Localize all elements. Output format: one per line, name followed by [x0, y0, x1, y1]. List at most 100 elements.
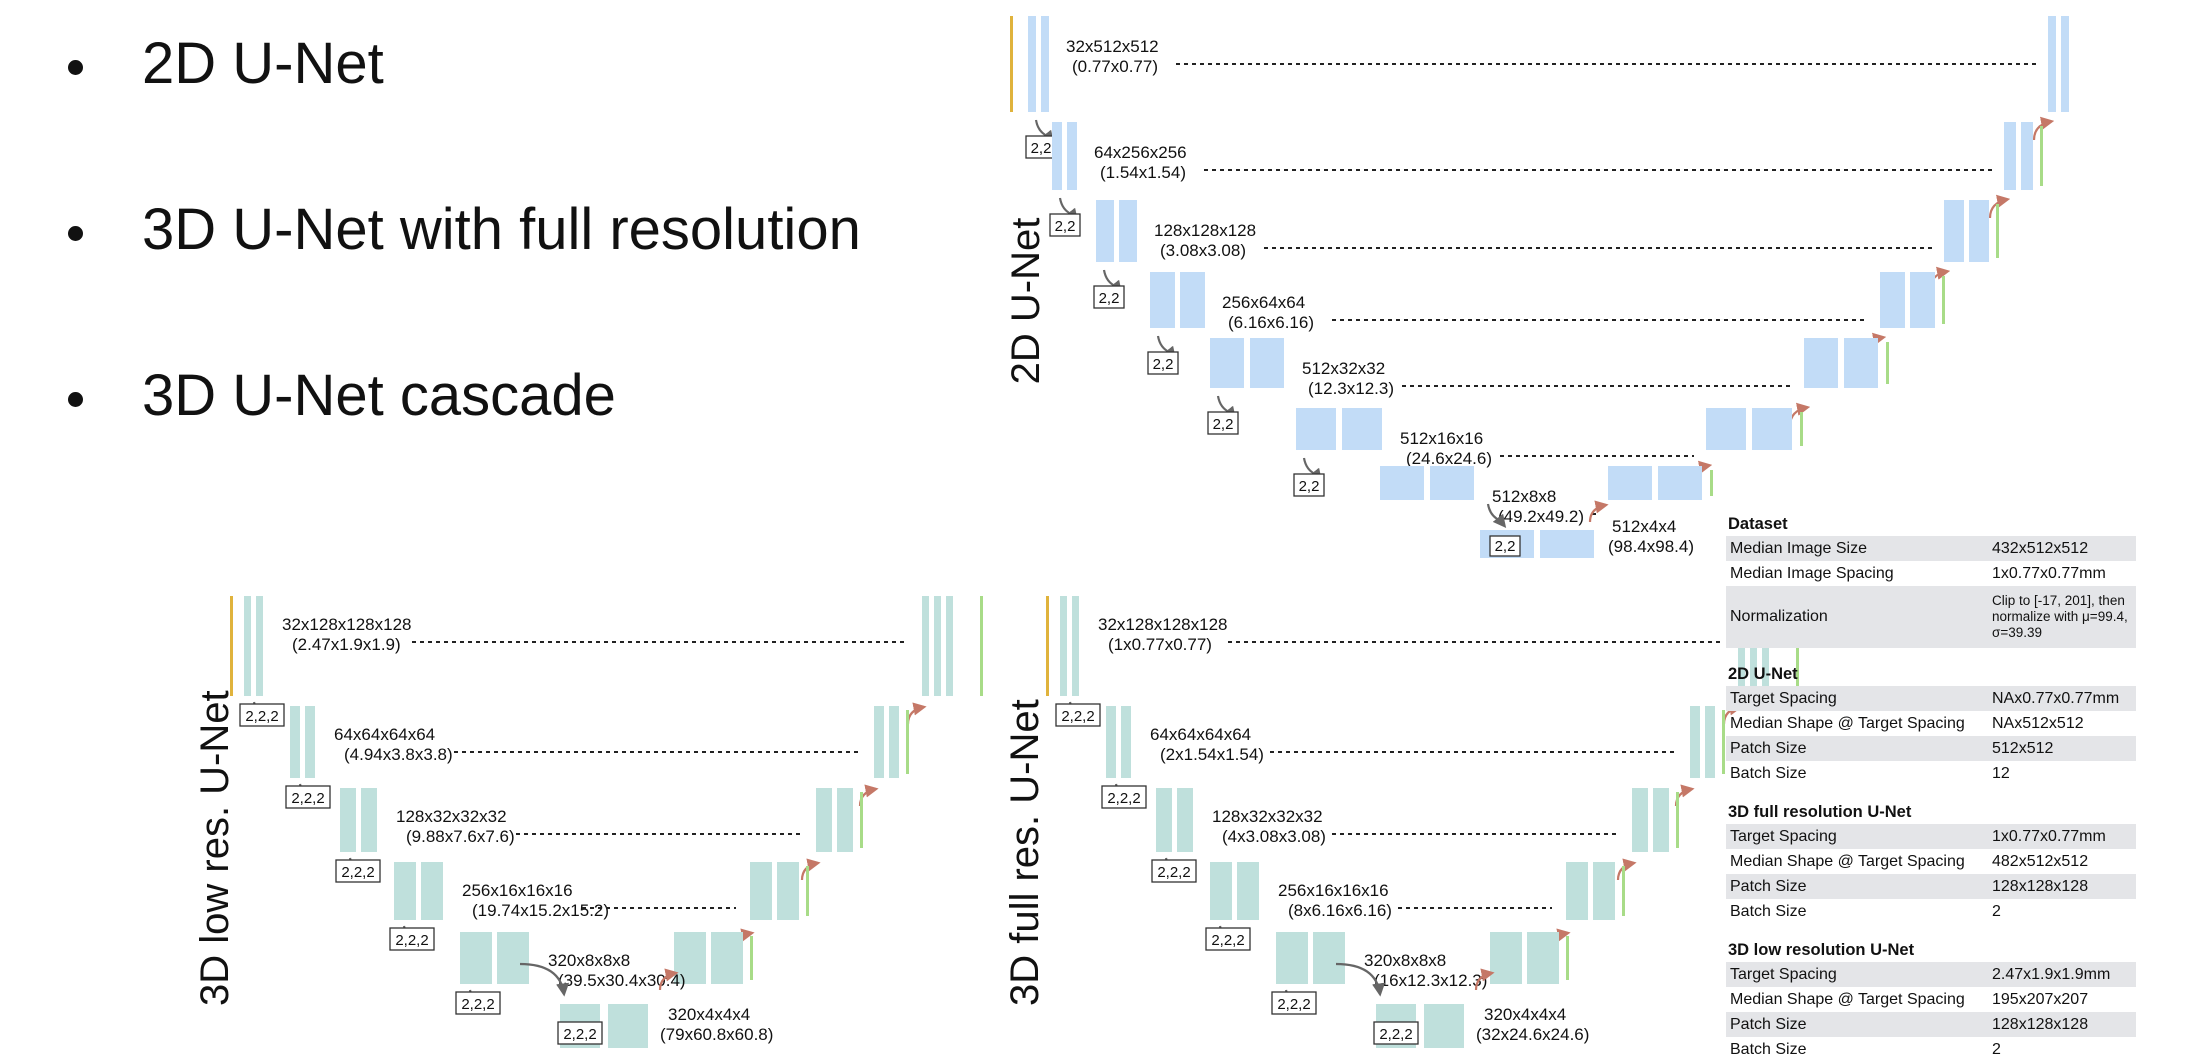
pool-box — [1049, 213, 1081, 237]
pool-label: 2,2,2 — [291, 790, 324, 807]
level-size-label: 512x16x16 — [1400, 429, 1483, 448]
level-size-label: 64x64x64x64 — [334, 725, 435, 744]
table-row: Median Shape @ Target Spacing 482x512x512 — [1726, 849, 2136, 874]
row-key: Patch Size — [1730, 740, 1807, 757]
level-size-label: 320x4x4x4 — [668, 1005, 750, 1024]
pool-box — [389, 927, 435, 951]
up-arrow — [1474, 968, 1495, 991]
pool-label: 2,2,2 — [395, 932, 428, 949]
output-stripe — [750, 936, 753, 980]
output-stripe — [1710, 470, 1713, 496]
output-stripe — [1996, 204, 1999, 258]
level-spacing-label: (98.4x98.4) — [1608, 537, 1694, 556]
output-stripe — [1566, 936, 1569, 980]
level-size-label: 320x8x8x8 — [548, 951, 630, 970]
table-title: Dataset — [1728, 515, 1788, 533]
feature-block — [2061, 16, 2069, 112]
pool-box — [1271, 991, 1317, 1015]
pool-box — [1373, 1021, 1419, 1045]
feature-block — [1121, 706, 1131, 778]
bullet-dot — [68, 226, 83, 241]
row-key: Median Image Size — [1730, 540, 1867, 557]
level-spacing-label: (32x24.6x24.6) — [1476, 1025, 1589, 1044]
pool-label: 2,2 — [1031, 140, 1052, 157]
table-row: Median Image Size 432x512x512 — [1726, 536, 2136, 561]
pool-box — [1207, 411, 1239, 435]
table-title: 3D low resolution U-Net — [1728, 941, 1915, 959]
pool-label: 2,2,2 — [1379, 1026, 1412, 1043]
pool-label: 2,2,2 — [1211, 932, 1244, 949]
output-bar — [980, 596, 983, 696]
down-arrow — [519, 962, 570, 997]
level-size-label: 256x16x16x16 — [1278, 881, 1389, 900]
down-arrow — [1486, 503, 1507, 529]
level-size-label: 32x128x128x128 — [282, 615, 412, 634]
feature-block — [874, 706, 884, 778]
table-row: Patch Size 512x512 — [1726, 736, 2136, 761]
feature-block — [777, 862, 799, 920]
feature-block — [1342, 408, 1382, 450]
table-row: Batch Size 2 — [1726, 899, 2136, 924]
feature-block — [1566, 862, 1588, 920]
output-stripe — [1622, 866, 1625, 916]
row-key: Patch Size — [1730, 1016, 1807, 1033]
bullet-text: 2D U-Net — [142, 31, 384, 96]
pool-label: 2,2,2 — [1107, 790, 1140, 807]
pool-box — [335, 859, 381, 883]
feature-block — [1150, 272, 1175, 328]
output-stripe — [1676, 792, 1679, 848]
pool-label: 2,2,2 — [563, 1026, 596, 1043]
row-value: NAx0.77x0.77mm — [1992, 690, 2120, 707]
feature-block — [1632, 788, 1648, 852]
feature-block — [394, 862, 416, 920]
feature-block — [1180, 272, 1205, 328]
feature-block — [256, 596, 263, 696]
bullet-dot — [68, 60, 83, 75]
feature-block — [816, 788, 832, 852]
table-row: Target Spacing 2.47x1.9x1.9mm — [1726, 962, 2136, 987]
feature-block — [244, 596, 251, 696]
feature-block — [946, 596, 953, 696]
output-stripe — [860, 792, 863, 848]
input-bar — [230, 596, 233, 696]
pool-label: 2,2 — [1299, 478, 1320, 495]
row-key: Normalization — [1730, 608, 1828, 625]
level-size-label: 32x512x512 — [1066, 37, 1159, 56]
output-stripe — [2040, 126, 2043, 186]
pool-box — [239, 703, 285, 727]
feature-block — [1237, 862, 1259, 920]
level-spacing-label: (49.2x49.2) — [1498, 507, 1584, 526]
feature-block — [1706, 408, 1746, 450]
pool-label: 2,2 — [1153, 356, 1174, 373]
feature-block — [922, 596, 929, 696]
pool-label: 2,2,2 — [1157, 864, 1190, 881]
row-value: 512x512 — [1992, 740, 2054, 757]
pool-label: 2,2,2 — [1277, 996, 1310, 1013]
up-arrow — [658, 968, 679, 991]
feature-block — [1844, 338, 1878, 388]
level-spacing-label: (4x3.08x3.08) — [1222, 827, 1326, 846]
level-spacing-label: (2.47x1.9x1.9) — [292, 635, 401, 654]
feature-block — [1910, 272, 1935, 328]
level-spacing-label: (0.77x0.77) — [1072, 57, 1158, 76]
level-size-label: 512x32x32 — [1302, 359, 1385, 378]
pool-box — [285, 785, 331, 809]
table-row: Batch Size 2 — [1726, 1037, 2136, 1062]
table-row: Batch Size 12 — [1726, 761, 2136, 786]
row-key: Median Image Spacing — [1730, 565, 1894, 582]
row-key: Median Shape @ Target Spacing — [1730, 991, 1965, 1008]
feature-block — [421, 862, 443, 920]
row-value: Clip to [-17, 201], then normalize with … — [1992, 593, 2128, 640]
row-value: 1x0.77x0.77mm — [1992, 828, 2106, 845]
level-size-label: 256x64x64 — [1222, 293, 1305, 312]
pool-box — [1055, 703, 1101, 727]
table-row: Median Shape @ Target Spacing 195x207x207 — [1726, 987, 2136, 1012]
feature-block — [1880, 272, 1905, 328]
table-title: 2D U-Net — [1728, 665, 1798, 683]
table-dataset: Dataset Median Image Size 432x512x512 Med… — [1726, 512, 2136, 648]
table-row: Median Image Spacing 1x0.77x0.77mm — [1726, 561, 2136, 586]
pool-box — [455, 991, 501, 1015]
up-arrow — [1588, 500, 1609, 523]
feature-block — [889, 706, 899, 778]
